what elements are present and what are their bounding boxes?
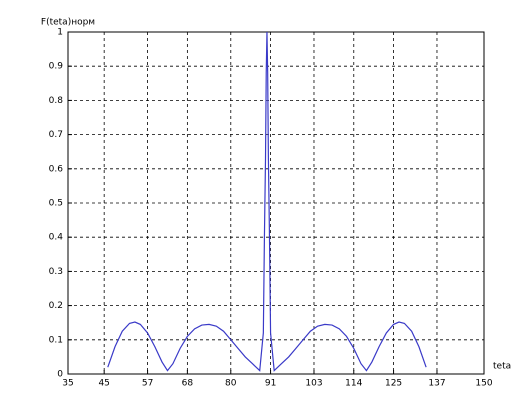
x-tick-label: 150 (475, 379, 492, 389)
y-tick-label: 0.1 (49, 335, 63, 345)
x-tick-label: 57 (142, 379, 153, 389)
y-tick-label: 0.9 (49, 62, 64, 72)
x-tick-label: 80 (225, 379, 237, 389)
x-tick-label: 35 (62, 379, 73, 389)
x-tick-label: 125 (385, 379, 402, 389)
x-tick-label: 91 (265, 379, 276, 389)
x-tick-label: 68 (182, 379, 194, 389)
y-tick-label: 0.8 (49, 96, 64, 106)
y-tick-label: 0.6 (49, 164, 64, 174)
y-tick-label: 1 (57, 28, 63, 38)
x-tick-label: 114 (345, 379, 362, 389)
x-tick-label: 103 (305, 379, 322, 389)
y-tick-label: 0.4 (49, 233, 64, 243)
data-line (107, 31, 427, 372)
plot-frame (67, 31, 485, 375)
x-tick-label: 45 (98, 379, 109, 389)
y-tick-label: 0.2 (49, 301, 63, 311)
y-tick-label: 0.3 (49, 267, 63, 277)
y-tick-label: 0.5 (49, 199, 63, 209)
x-axis-label: teta (493, 362, 511, 372)
y-tick-label: 0.7 (49, 130, 63, 140)
y-axis-label: F(teta)норм (41, 18, 95, 28)
x-tick-label: 137 (428, 379, 445, 389)
y-tick-label: 0 (57, 370, 63, 380)
